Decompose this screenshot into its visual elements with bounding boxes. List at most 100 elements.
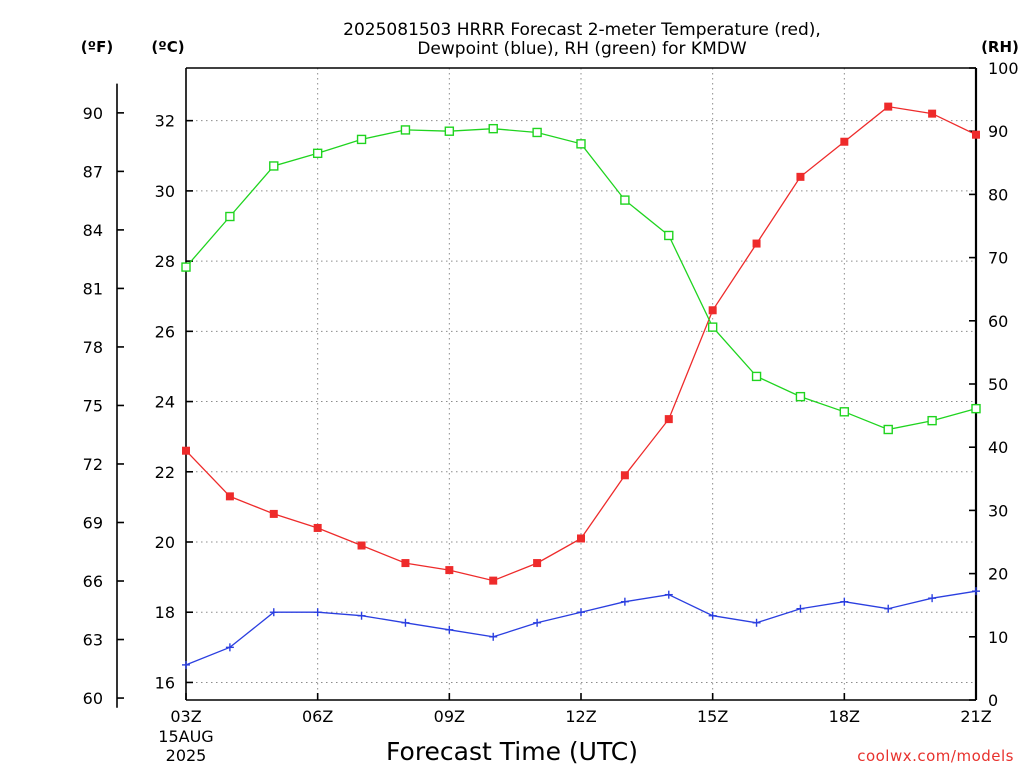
dewpoint-point [928,594,937,603]
fahrenheit-tick-label: 72 [83,455,103,474]
temperature-point [884,102,893,111]
temperature-point [708,306,717,315]
relative-humidity-point [927,415,937,426]
dewpoint-point [533,618,542,627]
relative-humidity-point [576,139,586,149]
grid-lines [186,68,976,700]
relative-humidity-point [664,230,674,241]
x-tick-label: 12Z [565,707,596,726]
celsius-tick-label: 30 [155,182,175,201]
rh-tick-label: 70 [988,249,1008,268]
temperature-point [313,523,322,532]
celsius-tick-label: 26 [155,322,175,341]
relative-humidity-point [532,127,542,138]
temperature-point [796,172,805,181]
fahrenheit-tick-label: 66 [83,572,103,591]
rh-tick-label: 10 [988,628,1008,647]
relative-humidity-point [356,134,367,145]
dewpoint-point [796,604,805,613]
relative-humidity-point [269,161,279,171]
fahrenheit-tick-label: 90 [83,104,103,123]
rh-tick-label: 0 [988,691,998,710]
x-tick-label: 15Z [697,707,728,726]
dewpoint-series [182,587,980,669]
temperature-point [577,534,585,543]
dewpoint-point [357,611,366,620]
dewpoint-point [489,632,498,641]
celsius-tick-label: 28 [155,252,175,271]
x-tick-year-label: 2025 [166,746,207,765]
rh-tick-label: 80 [988,185,1008,204]
fahrenheit-tick-label: 75 [83,396,103,415]
fahrenheit-tick-label: 60 [83,689,103,708]
temperature-point [225,492,234,501]
temperature-point [752,239,761,248]
dewpoint-point [708,611,717,620]
temperature-series [182,102,980,585]
rh-tick-label: 40 [988,438,1008,457]
dewpoint-point [620,597,629,606]
dewpoint-point [577,608,585,617]
relative-humidity-point [707,322,718,332]
temperature-point [445,566,454,575]
x-tick-date-label: 15AUG [158,727,213,746]
x-tick-label: 18Z [829,707,860,726]
temperature-point [840,137,849,146]
dewpoint-point [972,587,980,596]
relative-humidity-point [488,123,498,134]
dewpoint-point [313,608,322,617]
relative-humidity-point [883,424,893,435]
fahrenheit-tick-label: 84 [83,221,103,240]
temperature-point [269,509,278,518]
credit-text: coolwx.com/models [857,747,1014,765]
temperature-point [489,576,498,585]
relative-humidity-point [795,391,806,402]
temperature-point [620,471,629,480]
dewpoint-point [182,660,190,669]
fahrenheit-tick-label: 81 [83,279,103,298]
rh-unit-label: (RH) [981,38,1019,56]
x-tick-label: 21Z [960,707,991,726]
relative-humidity-series [181,123,981,435]
celsius-tick-label: 16 [155,673,175,692]
temperature-point [664,415,673,424]
relative-humidity-point [444,126,455,136]
rh-tick-label: 60 [988,312,1008,331]
rh-tick-label: 100 [988,59,1019,78]
x-axis-title: Forecast Time (UTC) [386,737,638,766]
x-tick-label: 06Z [302,707,333,726]
dewpoint-point [225,643,234,652]
relative-humidity-point [839,407,850,417]
chart-title-line2: Dewpoint (blue), RH (green) for KMDW [417,39,746,59]
rh-tick-label: 20 [988,565,1008,584]
x-tick-label: 03Z [170,707,201,726]
rh-tick-label: 50 [988,375,1008,394]
dewpoint-point [445,625,454,634]
celsius-tick-label: 18 [155,603,175,622]
dewpoint-point [664,590,673,599]
axis-ticks: 60 63 66 69 72 75 78 81 84 87 90 16 18 20 22 24 26 28 30 32… [83,59,1019,765]
chart-title-line1: 2025081503 HRRR Forecast 2-meter Tempera… [343,20,821,40]
celsius-unit-label: (ºC) [151,38,184,56]
celsius-tick-label: 24 [155,393,175,412]
fahrenheit-unit-label: (ºF) [81,38,113,56]
temperature-point [357,541,366,550]
fahrenheit-tick-label: 87 [83,162,103,181]
x-tick-label: 09Z [434,707,465,726]
relative-humidity-point [225,211,235,222]
data-series [181,102,981,669]
temperature-point [182,446,190,455]
relative-humidity-point [971,403,981,414]
celsius-tick-label: 22 [155,463,175,482]
relative-humidity-point [181,262,191,272]
temperature-point [928,109,937,118]
celsius-tick-label: 32 [155,112,175,131]
relative-humidity-point [620,195,630,205]
dewpoint-point [269,608,278,617]
fahrenheit-tick-label: 63 [83,631,103,650]
celsius-tick-label: 20 [155,533,175,552]
fahrenheit-tick-label: 78 [83,338,103,357]
dewpoint-point [401,618,410,627]
rh-tick-label: 30 [988,501,1008,520]
